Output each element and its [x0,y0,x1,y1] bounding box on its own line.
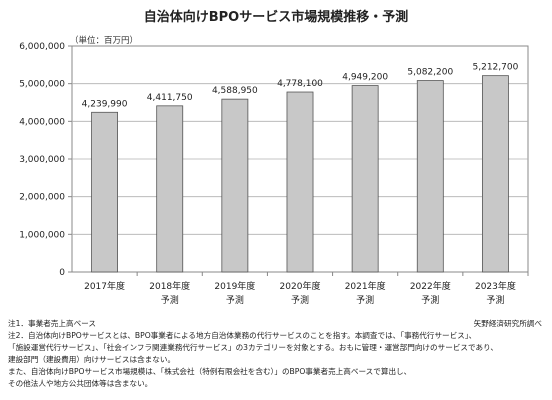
note-line: その他法人や地方公共団体等は含まない。 [8,379,153,388]
bar [286,91,314,273]
x-sublabel: 予測 [356,294,374,306]
note-line: 注2．自治体向けBPOサービスとは、BPO事業者による地方自治体業務の代行サービ… [8,331,477,340]
bar [481,75,509,273]
data-label: 4,411,750 [147,93,193,103]
note-line: 「施設運営代行サービス」、「社会インフラ関連業務代行サービス」の3カテゴリーを対… [8,343,498,352]
bar [416,80,444,273]
x-sublabel: 予測 [421,294,439,306]
data-label: 4,239,990 [82,99,128,109]
x-tick-label: 2022年度 [410,280,451,292]
note-line: 注1．事業者売上高ベース [8,319,96,328]
note-line: 建設部門（建設費用）向けサービスは含まない。 [8,355,176,364]
x-tick-label: 2023年度 [475,280,516,292]
x-tick-label: 2019年度 [214,280,255,292]
y-tick-label: 1,000,000 [19,230,65,240]
data-label: 4,588,950 [212,86,258,96]
bar [156,105,184,273]
chart-title: 自治体向けBPOサービス市場規模推移・予測 [143,10,409,25]
y-tick-label: 0 [59,268,65,278]
x-tick-label: 2018年度 [149,280,190,292]
y-tick-label: 2,000,000 [19,193,65,203]
source-credit: 矢野経済研究所調べ [473,319,542,328]
chart-notes: 注1．事業者売上高ベース 注2．自治体向けBPOサービスとは、BPO事業者による… [8,318,548,390]
bar [221,98,249,273]
bar [351,85,379,273]
y-tick-label: 5,000,000 [19,80,65,90]
y-tick-label: 4,000,000 [19,117,65,127]
note-line: また、自治体向けBPOサービス市場規模は、「株式会社（特例有限会社を含む）」のB… [8,367,412,376]
x-tick-label: 2021年度 [345,280,386,292]
data-label: 5,082,200 [407,68,453,78]
y-tick-label: 6,000,000 [19,42,65,52]
y-tick-label: 3,000,000 [19,155,65,165]
data-label: 4,778,100 [277,79,323,89]
x-tick-label: 2017年度 [84,280,125,292]
bar-chart: 0 1,000,000 2,000,000 3,000,000 4,000,000 5,0… [19,42,529,306]
data-label: 4,949,200 [342,73,388,83]
data-label: 5,212,700 [473,63,519,73]
x-tick-label: 2020年度 [280,280,321,292]
x-sublabel: 予測 [161,294,179,306]
x-sublabel: 予測 [226,294,244,306]
unit-label: （単位：百万円） [70,36,139,46]
x-sublabel: 予測 [486,294,504,306]
bar [91,111,118,273]
x-sublabel: 予測 [291,294,309,306]
